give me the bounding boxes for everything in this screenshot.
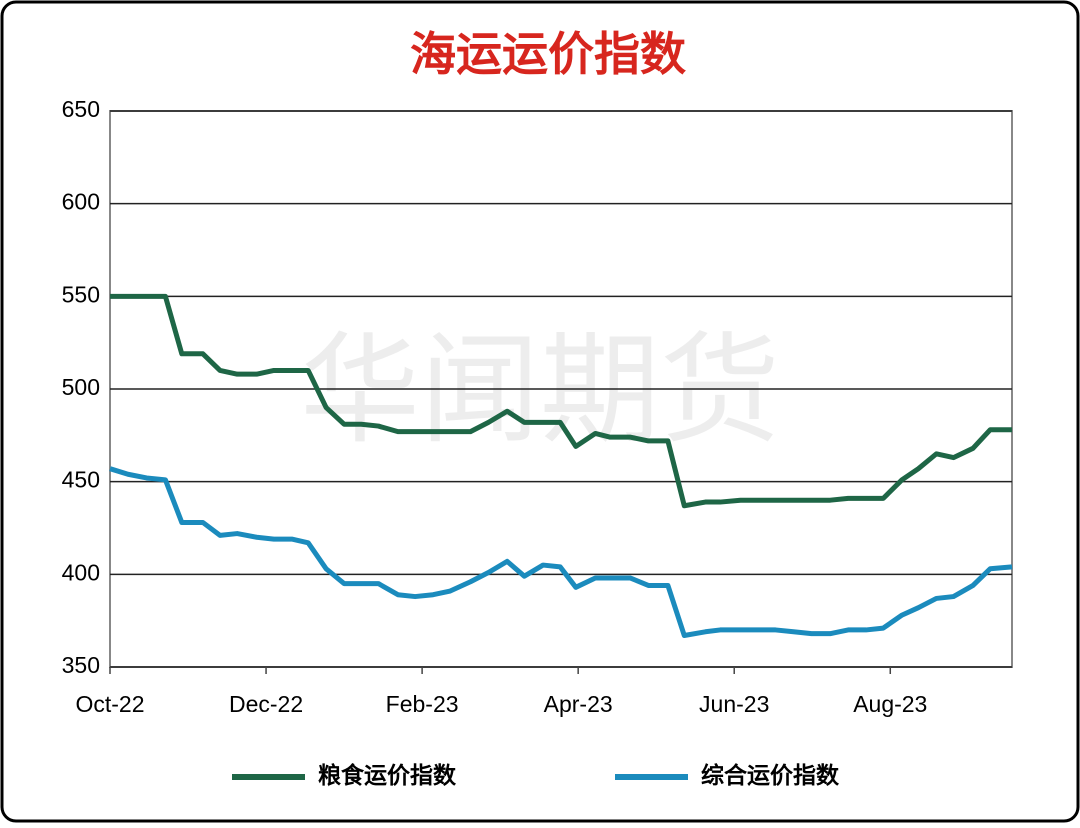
x-tick-label: Dec-22 — [229, 691, 303, 717]
x-tick-label: Jun-23 — [699, 691, 769, 717]
y-tick-label: 450 — [62, 467, 100, 493]
series-line — [109, 466, 1013, 638]
y-tick-label: 650 — [62, 96, 100, 122]
y-tick-label: 550 — [62, 281, 100, 307]
legend-label: 粮食运价指数 — [318, 762, 457, 788]
x-tick-label: Aug-23 — [853, 691, 927, 717]
x-tick-label: Oct-22 — [75, 691, 144, 717]
series-line — [110, 293, 1012, 509]
chart-title: 海运运价指数 — [410, 28, 686, 80]
y-tick-label: 600 — [62, 189, 100, 215]
y-tick-label: 400 — [62, 559, 100, 585]
watermark: 华闻期货 — [300, 324, 780, 458]
y-tick-label: 500 — [62, 374, 100, 400]
x-tick-label: Feb-23 — [386, 691, 459, 717]
x-tick-label: Apr-23 — [544, 691, 613, 717]
y-tick-label: 350 — [62, 652, 100, 678]
legend-label: 综合运价指数 — [701, 762, 840, 788]
